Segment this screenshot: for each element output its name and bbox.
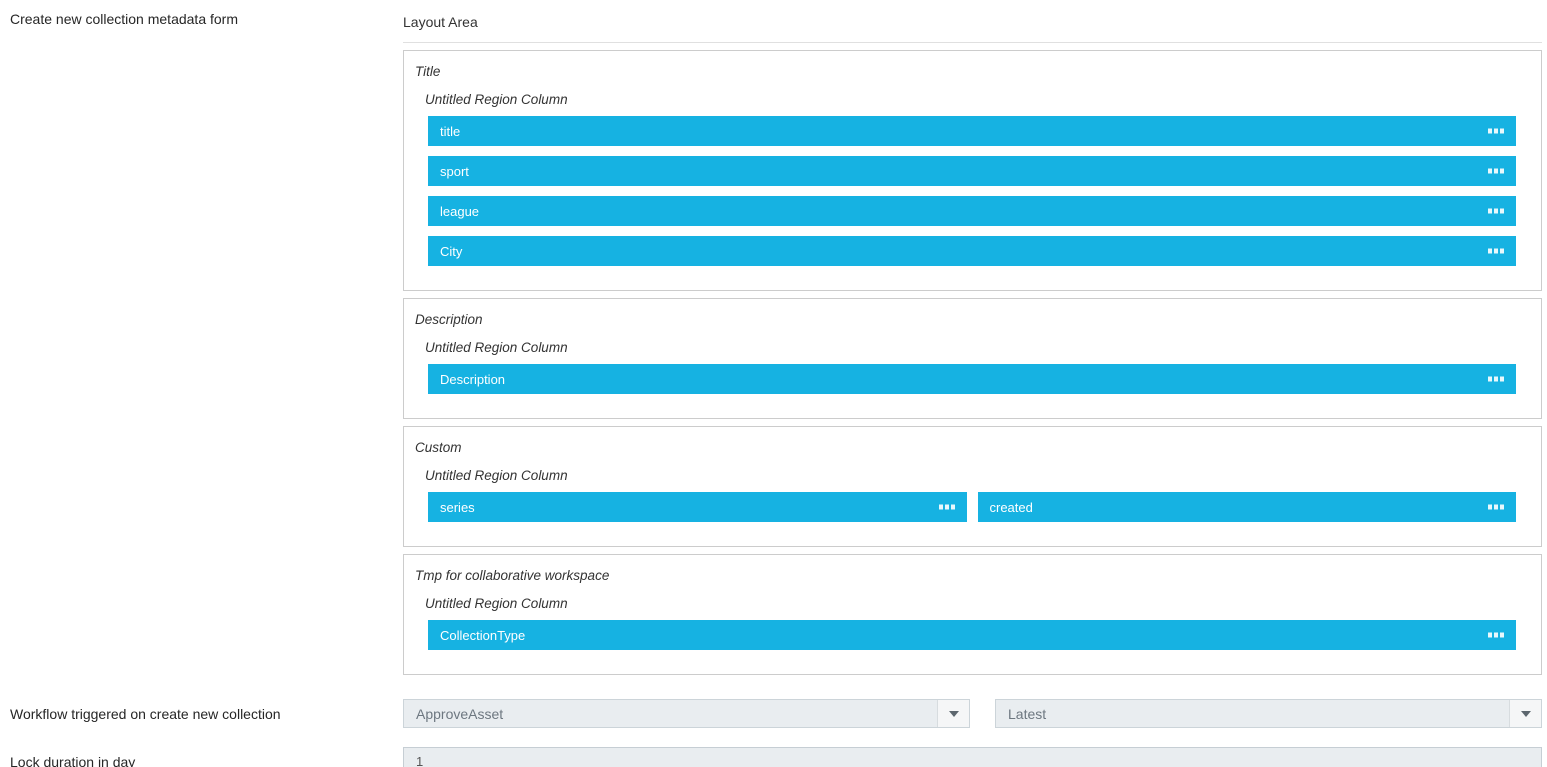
lock-duration-wrap [403,747,1542,767]
section-title: Title [415,64,441,79]
drag-handle-icon[interactable] [1488,128,1504,134]
workflow-select-value: ApproveAsset [416,705,504,722]
region-bars: Description [428,364,1516,394]
field-bar[interactable]: sport [428,156,1516,186]
bar-row: CollectionType [428,620,1516,650]
form-label-column: Create new collection metadata form [0,0,403,682]
layout-section: Description Untitled Region Column Descrip… [403,298,1542,419]
bar-row: title [428,116,1516,146]
section-title: Description [415,312,483,327]
workflow-select[interactable]: ApproveAsset [403,699,970,728]
bar-row: Description [428,364,1516,394]
field-bar[interactable]: created [977,492,1516,522]
drag-handle-icon[interactable] [1488,632,1504,638]
drag-handle-icon[interactable] [1488,504,1504,510]
section-title: Custom [415,440,462,455]
field-bar-label: title [440,123,461,139]
drag-handle-icon[interactable] [1488,248,1504,254]
region-column-title: Untitled Region Column [425,340,568,355]
bar-row: City [428,236,1516,266]
field-bar[interactable]: Description [428,364,1516,394]
bar-row: league [428,196,1516,226]
workflow-version-value: Latest [1008,705,1047,722]
lock-duration-label: Lock duration in day [10,753,136,767]
region-column-title: Untitled Region Column [425,92,568,107]
field-bar[interactable]: City [428,236,1516,266]
field-bar-label: sport [440,163,469,179]
drag-handle-icon[interactable] [1488,168,1504,174]
region-bars: title sport league City [428,116,1516,266]
lock-duration-row: Lock duration in day [0,747,1547,767]
field-bar-label: series [440,499,475,515]
workflow-controls: ApproveAsset Latest [403,699,1542,728]
drag-handle-icon[interactable] [1488,376,1504,382]
region-bars: CollectionType [428,620,1516,650]
field-bar-label: league [440,203,480,219]
region-bars: series created [428,492,1516,522]
layout-area-divider [403,42,1542,43]
layout-area: Layout Area Title Untitled Region Column t… [403,0,1542,682]
caret-down-icon[interactable] [1509,700,1541,727]
field-bar-label: CollectionType [440,627,526,643]
lock-duration-input[interactable] [403,747,1542,767]
region-column-title: Untitled Region Column [425,468,568,483]
field-bar[interactable]: league [428,196,1516,226]
layout-section: Title Untitled Region Column title sport lea… [403,50,1542,291]
layout-section: Custom Untitled Region Column series create… [403,426,1542,547]
layout-section: Tmp for collaborative workspace Untitled … [403,554,1542,675]
region-column-title: Untitled Region Column [425,596,568,611]
field-bar[interactable]: title [428,116,1516,146]
form-section-label: Create new collection metadata form [10,11,238,27]
workflow-label: Workflow triggered on create new collect… [10,705,281,722]
drag-handle-icon[interactable] [1488,208,1504,214]
section-title: Tmp for collaborative workspace [415,568,610,583]
workflow-row: Workflow triggered on create new collect… [0,699,1547,728]
bar-row: sport [428,156,1516,186]
caret-down-icon[interactable] [937,700,969,727]
layout-sections: Title Untitled Region Column title sport lea… [403,50,1542,675]
field-bar[interactable]: CollectionType [428,620,1516,650]
drag-handle-icon[interactable] [938,504,955,510]
field-bar-label: City [440,243,463,259]
field-bar-label: created [989,499,1033,515]
field-bar[interactable]: series [428,492,967,522]
bar-row: series created [428,492,1516,522]
field-bar-label: Description [440,371,506,387]
layout-area-title: Layout Area [403,14,478,30]
workflow-version-select[interactable]: Latest [995,699,1542,728]
metadata-form-page: Create new collection metadata form Layo… [0,0,1542,682]
